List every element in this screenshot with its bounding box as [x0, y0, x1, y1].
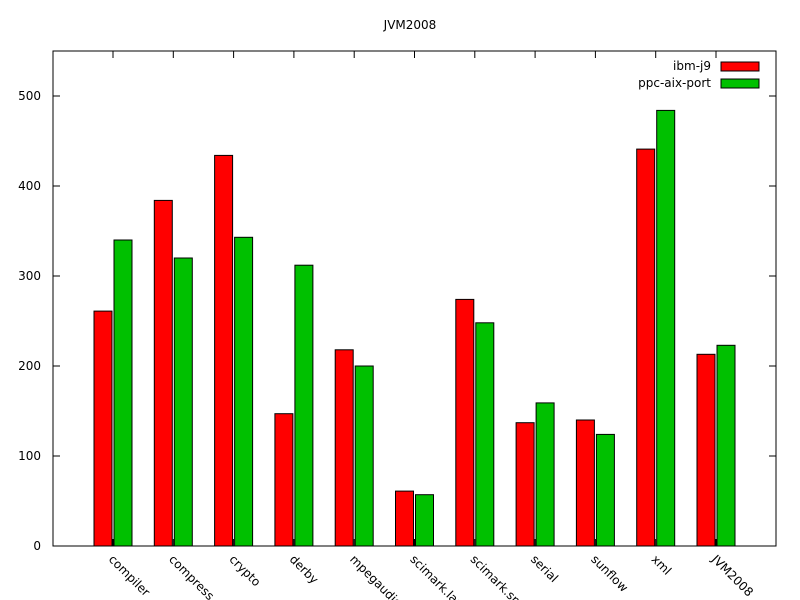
bar-ibm-j9-compress [153, 199, 173, 547]
y-axis: 0 100 200 300 400 500 [18, 89, 776, 553]
bar-ppc-aix-port-sunflow [595, 433, 615, 547]
x-category-label: derby [287, 552, 321, 586]
x-category-label: crypto [226, 552, 263, 589]
bar-ppc-aix-port-derby [294, 264, 314, 547]
bar-ppc-aix-port-jvm2008 [716, 344, 736, 547]
x-axis-labels: compiler compress crypto derby mpegaudio scim… [106, 552, 756, 600]
x-category-label: compiler [106, 552, 153, 599]
x-category-label: scimark.lar [407, 552, 464, 600]
x-category-label: xml [649, 552, 675, 578]
bar-ibm-j9-serial [515, 422, 535, 547]
y-tick-label: 400 [18, 179, 41, 193]
bar-ppc-aix-port-scimark-sm [475, 322, 495, 547]
bar-ppc-aix-port-compress [173, 257, 193, 547]
legend-swatch [720, 78, 760, 89]
bar-ibm-j9-compiler [93, 310, 113, 547]
x-category-label: serial [528, 552, 561, 585]
y-tick-label: 300 [18, 269, 41, 283]
bar-ibm-j9-scimark-lar [395, 490, 414, 547]
x-category-label: mpegaudio [347, 552, 405, 600]
bar-ppc-aix-port-serial [535, 402, 555, 547]
legend-label: ppc-aix-port [638, 76, 711, 90]
bar-ppc-aix-port-xml [656, 109, 676, 547]
chart-title: JVM2008 [383, 18, 437, 32]
legend: ibm-j9 ppc-aix-port [638, 59, 760, 90]
legend-label: ibm-j9 [673, 59, 711, 73]
y-tick-label: 100 [18, 449, 41, 463]
bar-ppc-aix-port-scimark-lar [415, 494, 434, 547]
bar-ppc-aix-port-compiler [113, 239, 133, 547]
x-category-label: scimark.sm [468, 552, 527, 600]
bar-ibm-j9-crypto [214, 154, 234, 547]
bar-ibm-j9-derby [274, 413, 294, 547]
bar-ibm-j9-scimark-sm [455, 298, 475, 547]
bar-ibm-j9-xml [636, 148, 656, 547]
bar-ibm-j9-mpegaudio [334, 349, 354, 547]
bars-group [93, 51, 736, 547]
x-category-label: compress [166, 552, 217, 600]
bar-ppc-aix-port-crypto [234, 236, 254, 547]
bar-ibm-j9-jvm2008 [696, 353, 716, 547]
bar-ppc-aix-port-mpegaudio [354, 365, 374, 547]
y-tick-label: 500 [18, 89, 41, 103]
bar-ibm-j9-sunflow [575, 419, 595, 547]
x-category-label: JVM2008 [708, 552, 756, 600]
y-tick-label: 0 [33, 539, 41, 553]
x-category-label: sunflow [588, 552, 631, 595]
legend-swatch [720, 61, 760, 72]
y-tick-label: 200 [18, 359, 41, 373]
